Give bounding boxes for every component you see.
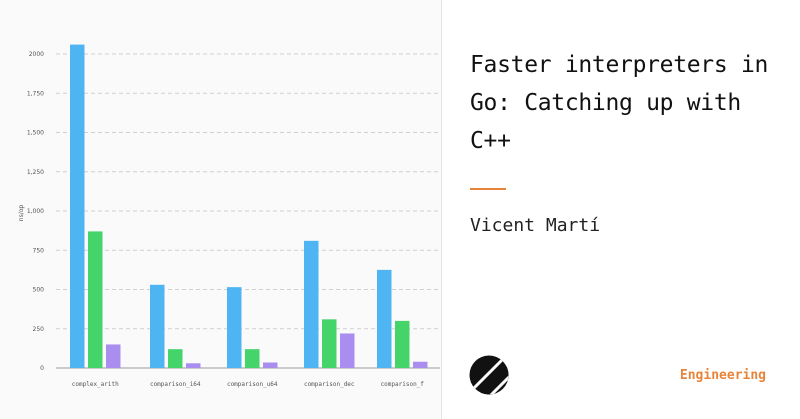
accent-divider (470, 188, 506, 190)
chart-panel: 0 250 500 750 1,000 1,250 1,500 1,750 2000 ns/op c… (18, 44, 440, 388)
bar (377, 269, 392, 368)
bar (150, 284, 165, 368)
bar (106, 344, 121, 368)
y-tick-label: 0 (40, 365, 44, 372)
y-tick-label: 750 (33, 247, 45, 254)
y-tick-label: 500 (33, 287, 45, 294)
benchmark-chart: 0 250 500 750 1,000 1,250 1,500 1,750 2000 ns/op c… (18, 44, 440, 388)
category-tag[interactable]: Engineering (679, 368, 766, 383)
bar (395, 320, 410, 368)
planetscale-logo-icon (469, 355, 509, 395)
y-axis-label: ns/op (18, 205, 25, 222)
bar (413, 361, 428, 368)
y-tick-label: 1,000 (27, 208, 44, 215)
bar (245, 349, 260, 368)
x-tick-label: complex_arith (72, 381, 119, 388)
bar (186, 363, 201, 368)
bar (227, 287, 242, 368)
y-tick-label: 1,250 (27, 169, 44, 176)
bar (304, 240, 319, 368)
article-author: Vicent Martí (470, 215, 601, 236)
bar (70, 44, 85, 369)
x-tick-label: comparison_u64 (227, 381, 278, 388)
bar (340, 333, 355, 368)
y-tick-label: 2000 (29, 51, 44, 58)
panel-divider (441, 0, 442, 419)
bar (88, 231, 103, 368)
bar (263, 362, 278, 368)
y-tick-label: 1,750 (27, 90, 44, 97)
article-title: Faster interpreters in Go: Catching up w… (470, 52, 769, 154)
y-tick-label: 1,500 (27, 130, 44, 137)
x-tick-label: comparison_i64 (150, 381, 201, 388)
x-tick-label: comparison_f (381, 381, 425, 388)
bar (322, 319, 337, 368)
y-tick-label: 250 (33, 326, 45, 333)
bar (168, 349, 183, 368)
x-tick-label: comparison_dec (304, 381, 355, 388)
